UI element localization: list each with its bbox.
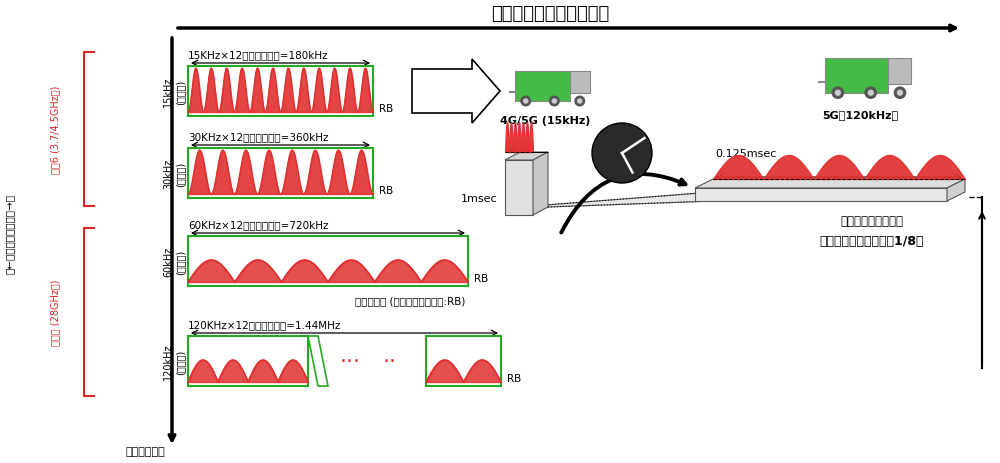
Polygon shape xyxy=(695,188,947,201)
Polygon shape xyxy=(308,336,328,386)
Text: 広←サブキャリア間隔→狭: 広←サブキャリア間隔→狭 xyxy=(5,194,15,274)
Bar xyxy=(570,72,590,94)
Circle shape xyxy=(864,87,877,100)
Text: ··: ·· xyxy=(383,351,397,371)
Text: 送信時間間隔（遅延：1/8）: 送信時間間隔（遅延：1/8） xyxy=(820,235,924,248)
Polygon shape xyxy=(520,193,965,207)
Text: RB: RB xyxy=(507,373,521,383)
Bar xyxy=(825,59,888,94)
Circle shape xyxy=(868,90,874,97)
Circle shape xyxy=(894,87,906,100)
Text: ···: ··· xyxy=(340,351,360,371)
Text: 120kHz
(データ): 120kHz (データ) xyxy=(163,343,185,380)
Polygon shape xyxy=(947,180,965,201)
Circle shape xyxy=(577,99,582,105)
Text: 15KHz×12サブキャリア=180kHz: 15KHz×12サブキャリア=180kHz xyxy=(188,50,329,60)
Text: サブ6 (3.7/4.5GHz帯): サブ6 (3.7/4.5GHz帯) xyxy=(50,86,60,174)
Circle shape xyxy=(835,90,841,97)
Text: 時間: 時間 xyxy=(617,156,627,165)
Text: 120KHz×12サブキャリア=1.44MHz: 120KHz×12サブキャリア=1.44MHz xyxy=(188,319,341,329)
Circle shape xyxy=(592,124,652,184)
Bar xyxy=(188,149,373,199)
Text: 0.125msec: 0.125msec xyxy=(715,149,776,159)
Text: 4G/5G (15kHz): 4G/5G (15kHz) xyxy=(500,116,590,126)
Text: 周波数資源 (リソースブロック:RB): 周波数資源 (リソースブロック:RB) xyxy=(355,295,465,305)
Bar xyxy=(188,67,373,117)
Bar xyxy=(515,72,570,102)
Polygon shape xyxy=(412,60,500,124)
Polygon shape xyxy=(505,153,548,161)
Bar xyxy=(188,237,468,287)
Circle shape xyxy=(832,87,844,100)
Polygon shape xyxy=(695,180,965,188)
Text: RB: RB xyxy=(474,274,488,283)
Text: 同じ面積のデータ量: 同じ面積のデータ量 xyxy=(841,215,904,228)
Text: 15kHz
(データ): 15kHz (データ) xyxy=(163,77,185,107)
Text: ミリ波 (28GHz帯): ミリ波 (28GHz帯) xyxy=(50,279,60,345)
Text: 1msec: 1msec xyxy=(460,194,497,204)
Circle shape xyxy=(574,96,585,107)
Text: 30kHz
(データ): 30kHz (データ) xyxy=(163,158,185,189)
Text: サブキャリア群の帯域幅: サブキャリア群の帯域幅 xyxy=(491,5,609,23)
Bar xyxy=(188,336,308,386)
Circle shape xyxy=(520,96,531,107)
Circle shape xyxy=(549,96,560,107)
Circle shape xyxy=(523,99,528,105)
Bar xyxy=(888,59,911,84)
Text: 30KHz×12サブキャリア=360kHz: 30KHz×12サブキャリア=360kHz xyxy=(188,131,328,142)
Text: 5G（120kHz）: 5G（120kHz） xyxy=(822,110,898,120)
Bar xyxy=(426,336,501,386)
Circle shape xyxy=(897,90,903,97)
Polygon shape xyxy=(505,161,533,216)
Text: サブキャリア: サブキャリア xyxy=(125,446,165,456)
Text: 60kHz
(データ): 60kHz (データ) xyxy=(163,246,185,276)
Polygon shape xyxy=(533,153,548,216)
Text: 60KHz×12サブキャリア=720kHz: 60KHz×12サブキャリア=720kHz xyxy=(188,219,328,230)
Text: RB: RB xyxy=(379,104,393,114)
Text: 周波数: 周波数 xyxy=(615,139,629,148)
Circle shape xyxy=(552,99,557,105)
Text: RB: RB xyxy=(379,186,393,195)
